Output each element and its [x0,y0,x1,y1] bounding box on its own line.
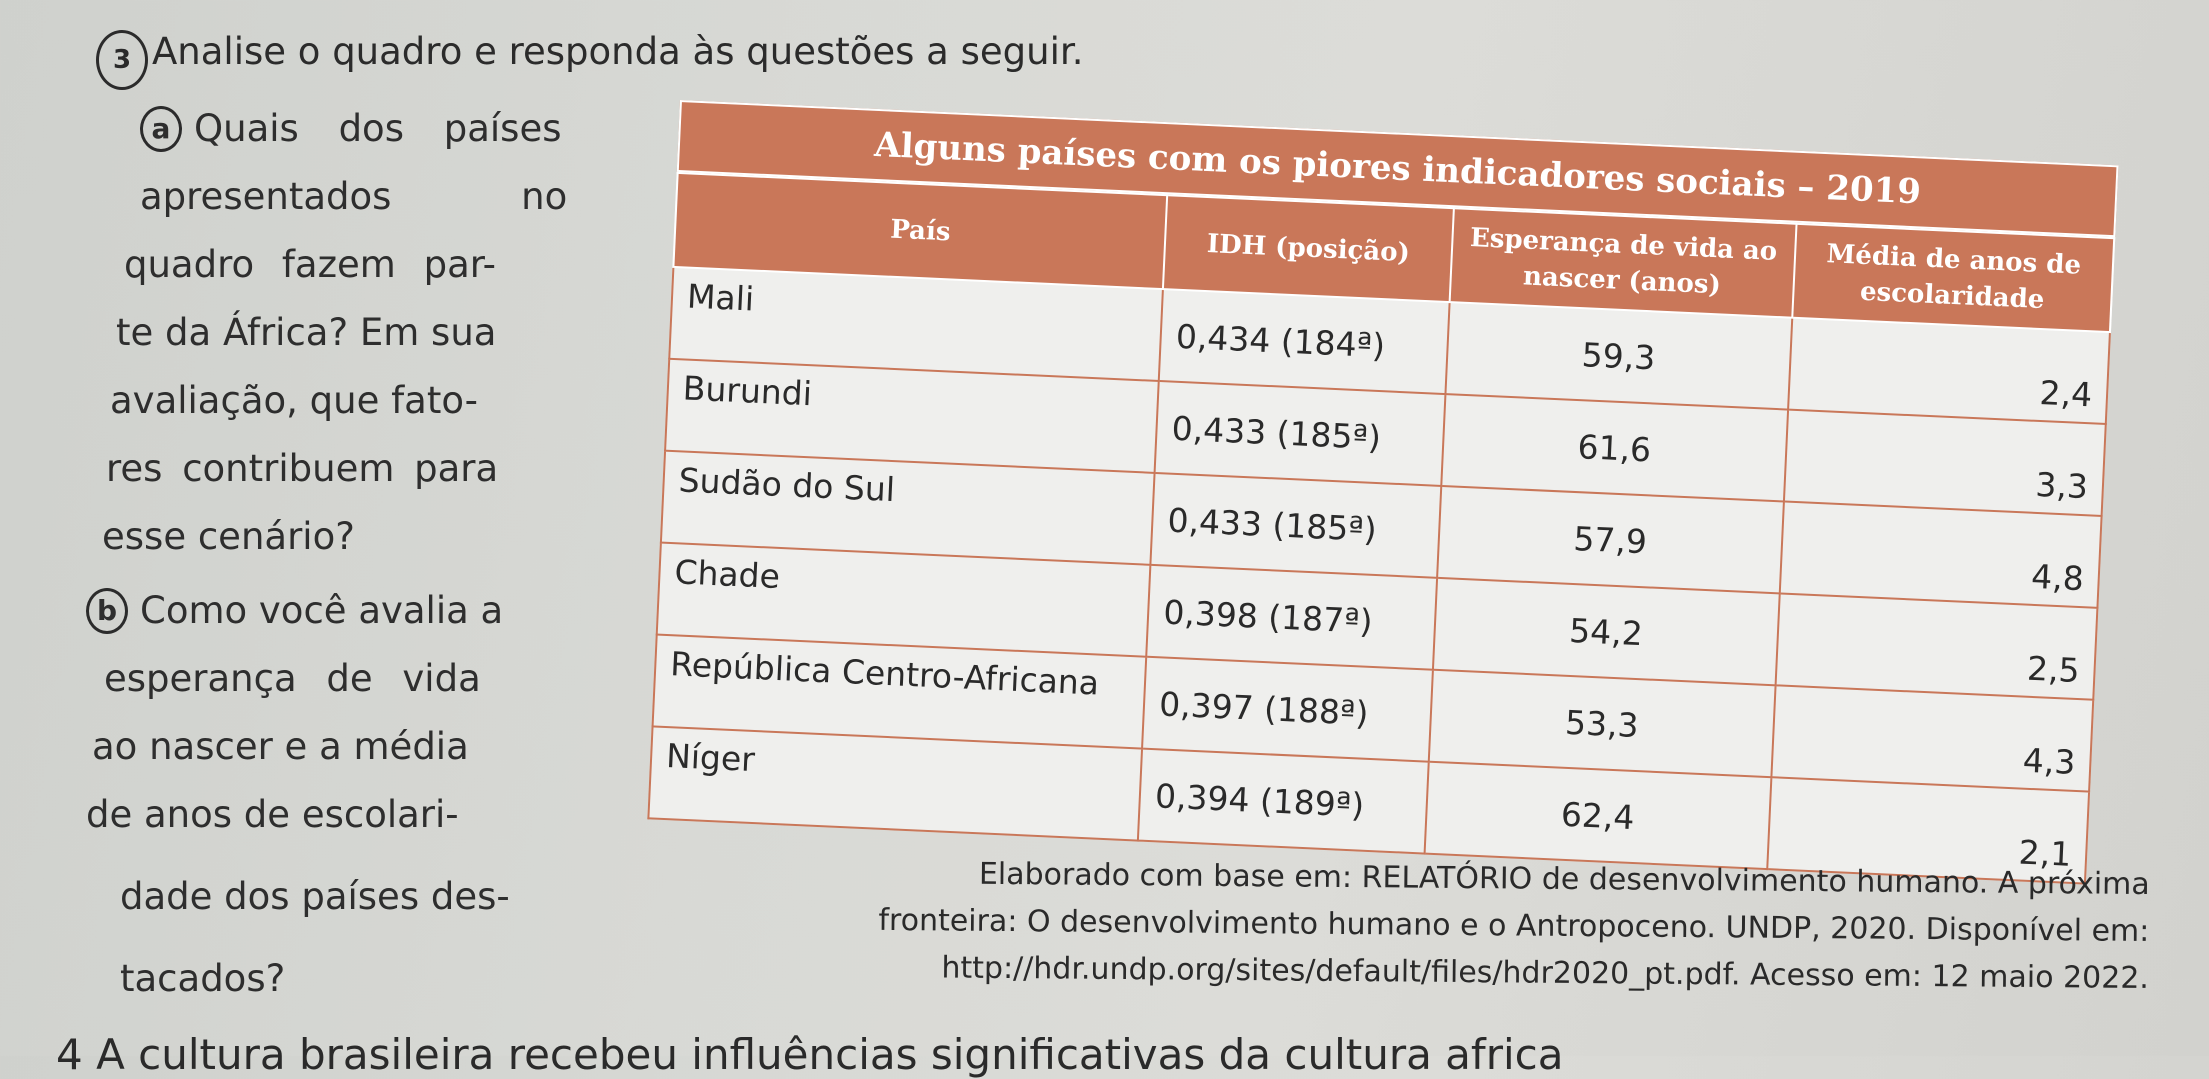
question-b-text-1: Como você avalia a [140,589,504,632]
table-source: Elaborado com base em: RELATÓRIO de dese… [659,848,2150,1002]
exercise-prompt: Analise o quadro e responda às questões … [152,30,1084,73]
cell-idh: 0,434 (184ª) [1158,289,1450,395]
exercise-number: 3 [96,30,148,90]
indicators-table-wrapper: Alguns países com os piores indicadores … [647,100,2119,885]
question-b-text-4: de anos de escolari- [86,793,459,836]
cell-schooling: 3,3 [1783,409,2106,516]
cell-idh: 0,398 (187ª) [1146,564,1437,670]
question-b-text-2: esperança de vida [104,657,481,700]
cell-life-expectancy: 53,3 [1428,669,1776,778]
question-a-text-4: te da África? Em sua [116,311,497,354]
cell-schooling: 2,5 [1775,593,2098,700]
indicators-table: País IDH (posição) Esperança de vida ao … [647,171,2116,885]
cell-schooling: 4,3 [1770,685,2094,792]
cell-life-expectancy: 62,4 [1424,761,1771,870]
question-b-letter: b [86,588,128,634]
question-a-text-7: esse cenário? [102,515,355,558]
exercise-number-label: 3 [112,45,132,75]
cell-idh: 0,397 (188ª) [1142,656,1433,762]
cell-schooling: 4,8 [1779,501,2102,608]
question-b-text-6: tacados? [120,957,286,1000]
cell-life-expectancy: 61,6 [1441,394,1788,502]
question-a-letter: a [140,106,182,152]
cell-idh: 0,433 (185ª) [1150,472,1442,578]
cell-idh: 0,394 (189ª) [1138,748,1429,854]
question-a-text-6: res contribuem para [106,447,499,490]
cell-life-expectancy: 54,2 [1432,577,1780,686]
cell-life-expectancy: 59,3 [1445,302,1792,410]
question-a-text-3: quadro fazem par- [124,243,496,286]
question-a-line-1: a Quais dos países [140,95,630,163]
cell-life-expectancy: 57,9 [1436,485,1784,594]
question-b-tail: dade dos países des- tacados? [120,856,510,1020]
cell-schooling: 2,4 [1787,317,2110,425]
next-exercise-text: 4 A cultura brasileira recebeu influênci… [56,1030,1564,1079]
question-a-text-2: apresentados no [140,175,568,218]
header-life-expectancy: Esperança de vida ao nascer (anos) [1449,208,1797,318]
questions-column: a Quais dos países apresentados no quadr… [86,95,630,849]
question-a-text-5: avaliação, que fato- [110,379,478,422]
question-b-text-5: dade dos países des- [120,875,510,918]
question-b-line-1: b Como você avalia a [86,577,630,645]
header-schooling: Média de anos de escolaridade [1791,223,2115,333]
cell-idh: 0,433 (185ª) [1154,381,1446,486]
question-a-text-1: Quais dos países [194,107,562,150]
header-idh: IDH (posição) [1163,195,1454,303]
question-b-text-3: ao nascer e a média [92,725,469,768]
